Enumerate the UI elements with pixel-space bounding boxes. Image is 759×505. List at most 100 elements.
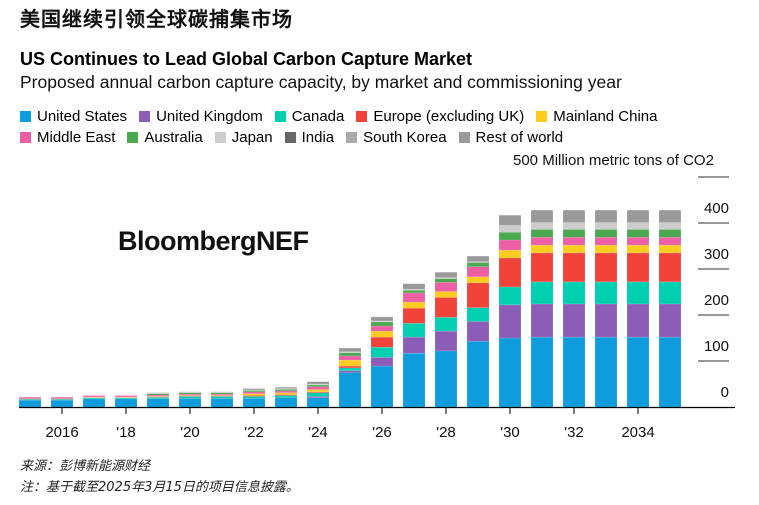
bar-segment-2017-united-states [82, 398, 106, 408]
bar-segment-2029-canada [466, 307, 490, 322]
bar-segment-2026-rest-of-world [370, 316, 394, 322]
legend-label: Rest of world [475, 129, 564, 146]
bar-segment-2028-middle-east [434, 282, 458, 292]
legend-label: Australia [144, 129, 203, 146]
bar-segment-2024-rest-of-world [306, 381, 330, 385]
legend-label: Mainland China [553, 108, 658, 125]
bar-segment-2030-australia [498, 231, 522, 241]
x-tick-label-2032: '32 [564, 424, 584, 441]
bar-segment-2027-canada [402, 323, 426, 338]
bar-segment-2017-middle-east [82, 395, 106, 398]
bar-segment-2026-mainland-china [370, 330, 394, 338]
bar-segment-2031-mainland-china [530, 244, 554, 254]
bar-segment-2028-rest-of-world [434, 271, 458, 278]
bar-segment-2032-united-kingdom [562, 303, 586, 338]
bar-segment-2023-mainland-china [274, 392, 298, 395]
legend-item-rest-of-world: Rest of world [458, 127, 564, 148]
bar-segment-2022-canada [242, 396, 266, 399]
bar-segment-2029-united-states [466, 340, 490, 408]
bar-segment-2030-rest-of-world [498, 214, 522, 226]
bar-segment-2033-united-kingdom [594, 303, 618, 338]
bar-segment-2033-united-states [594, 336, 618, 408]
legend-item-mainland-china: Mainland China [536, 106, 658, 127]
legend-label: Middle East [37, 129, 116, 146]
bar-segment-2026-united-kingdom [370, 357, 394, 367]
legend-swatch [346, 132, 358, 143]
bar-segment-2033-mainland-china [594, 244, 618, 254]
bar-segment-2034-canada [626, 281, 650, 305]
bar-segment-2025-australia [338, 352, 362, 357]
x-tick-label-2020: '20 [180, 424, 200, 441]
bar-segment-2032-canada [562, 281, 586, 305]
bar-segment-2030-united-states [498, 337, 522, 408]
bar-segment-2028-united-states [434, 350, 458, 408]
legend-swatch [274, 111, 286, 122]
legend-item-middle-east: Middle East [20, 127, 115, 148]
y-axis-unit-label: 500 Million metric tons of CO2 [513, 152, 714, 169]
bar-segment-2027-united-states [402, 352, 426, 408]
legend-swatch [536, 111, 548, 122]
legend-swatch [214, 132, 226, 143]
legend-label: South Korea [363, 129, 447, 146]
bar-segment-2035-europe-excluding-uk [658, 252, 682, 283]
legend-swatch [139, 111, 151, 122]
bar-segment-2027-europe-excluding-uk [402, 307, 426, 324]
bar-segment-2016-united-states [50, 399, 74, 408]
bar-segment-2028-europe-excluding-uk [434, 297, 458, 318]
x-tick-label-2026: '26 [372, 424, 392, 441]
bar-segment-2033-japan [594, 222, 618, 230]
bar-segment-2031-australia [530, 229, 554, 238]
bar-segment-2026-europe-excluding-uk [370, 336, 394, 348]
bar-segment-2020-united-states [178, 398, 202, 408]
legend-swatch [127, 132, 139, 143]
footnote: 注：基于截至2025年3月15日的项目信息披露。 [20, 480, 299, 495]
bar-segment-2030-canada [498, 286, 522, 306]
bar-segment-2025-middle-east [338, 355, 362, 361]
bar-segment-2034-mainland-china [626, 244, 650, 254]
bar-segment-2031-rest-of-world [530, 209, 554, 223]
bar-segment-2028-canada [434, 317, 458, 332]
bar-segment-2031-united-states [530, 336, 554, 408]
x-tick-label-2030: '30 [500, 424, 520, 441]
bar-segment-2029-mainland-china [466, 276, 490, 284]
legend-item-united-kingdom: United Kingdom [139, 106, 263, 127]
legend-swatch [356, 111, 368, 122]
bar-segment-2028-mainland-china [434, 291, 458, 298]
bar-segment-2034-middle-east [626, 237, 650, 246]
bar-segment-2023-middle-east [274, 390, 298, 393]
bar-segment-2034-japan [626, 222, 650, 230]
x-tick-label-2028: '28 [436, 424, 456, 441]
bar-segment-2024-united-states [306, 397, 330, 408]
legend-label: India [301, 129, 335, 146]
legend-item-united-states: United States [20, 106, 127, 127]
legend-label: Japan [231, 129, 273, 146]
bar-segment-2026-united-states [370, 365, 394, 408]
y-tick-label-300: 300 [704, 246, 729, 263]
bar-segment-2035-united-kingdom [658, 303, 682, 338]
x-tick-label-2018: '18 [116, 424, 136, 441]
legend: United States United Kingdom Canada Europe … [20, 106, 740, 148]
bar-segment-2021-united-states [210, 398, 234, 408]
bar-segment-2032-mainland-china [562, 244, 586, 254]
bar-segment-2035-canada [658, 281, 682, 305]
bar-segment-2035-australia [658, 229, 682, 238]
bar-segment-2027-united-kingdom [402, 336, 426, 354]
bar-segment-2034-rest-of-world [626, 209, 650, 223]
bar-segment-2033-australia [594, 229, 618, 238]
bar-segment-2032-united-states [562, 336, 586, 408]
bar-segment-2027-rest-of-world [402, 283, 426, 290]
legend-item-south-korea: South Korea [346, 127, 447, 148]
legend-swatch [20, 111, 31, 122]
bar-segment-2033-europe-excluding-uk [594, 252, 618, 283]
bar-segment-2029-middle-east [466, 266, 490, 278]
bar-segment-2023-united-states [274, 397, 298, 408]
bar-segment-2022-middle-east [242, 391, 266, 394]
bar-segment-2025-united-kingdom [338, 370, 362, 373]
bar-segment-2030-united-kingdom [498, 304, 522, 339]
x-tick-label-2034: 2034 [621, 424, 654, 441]
bar-segment-2030-mainland-china [498, 249, 522, 259]
bar-segment-2024-australia [306, 384, 330, 388]
x-tick-label-2022: '22 [244, 424, 264, 441]
legend-label: Canada [291, 108, 345, 125]
bar-segment-2032-europe-excluding-uk [562, 252, 586, 283]
